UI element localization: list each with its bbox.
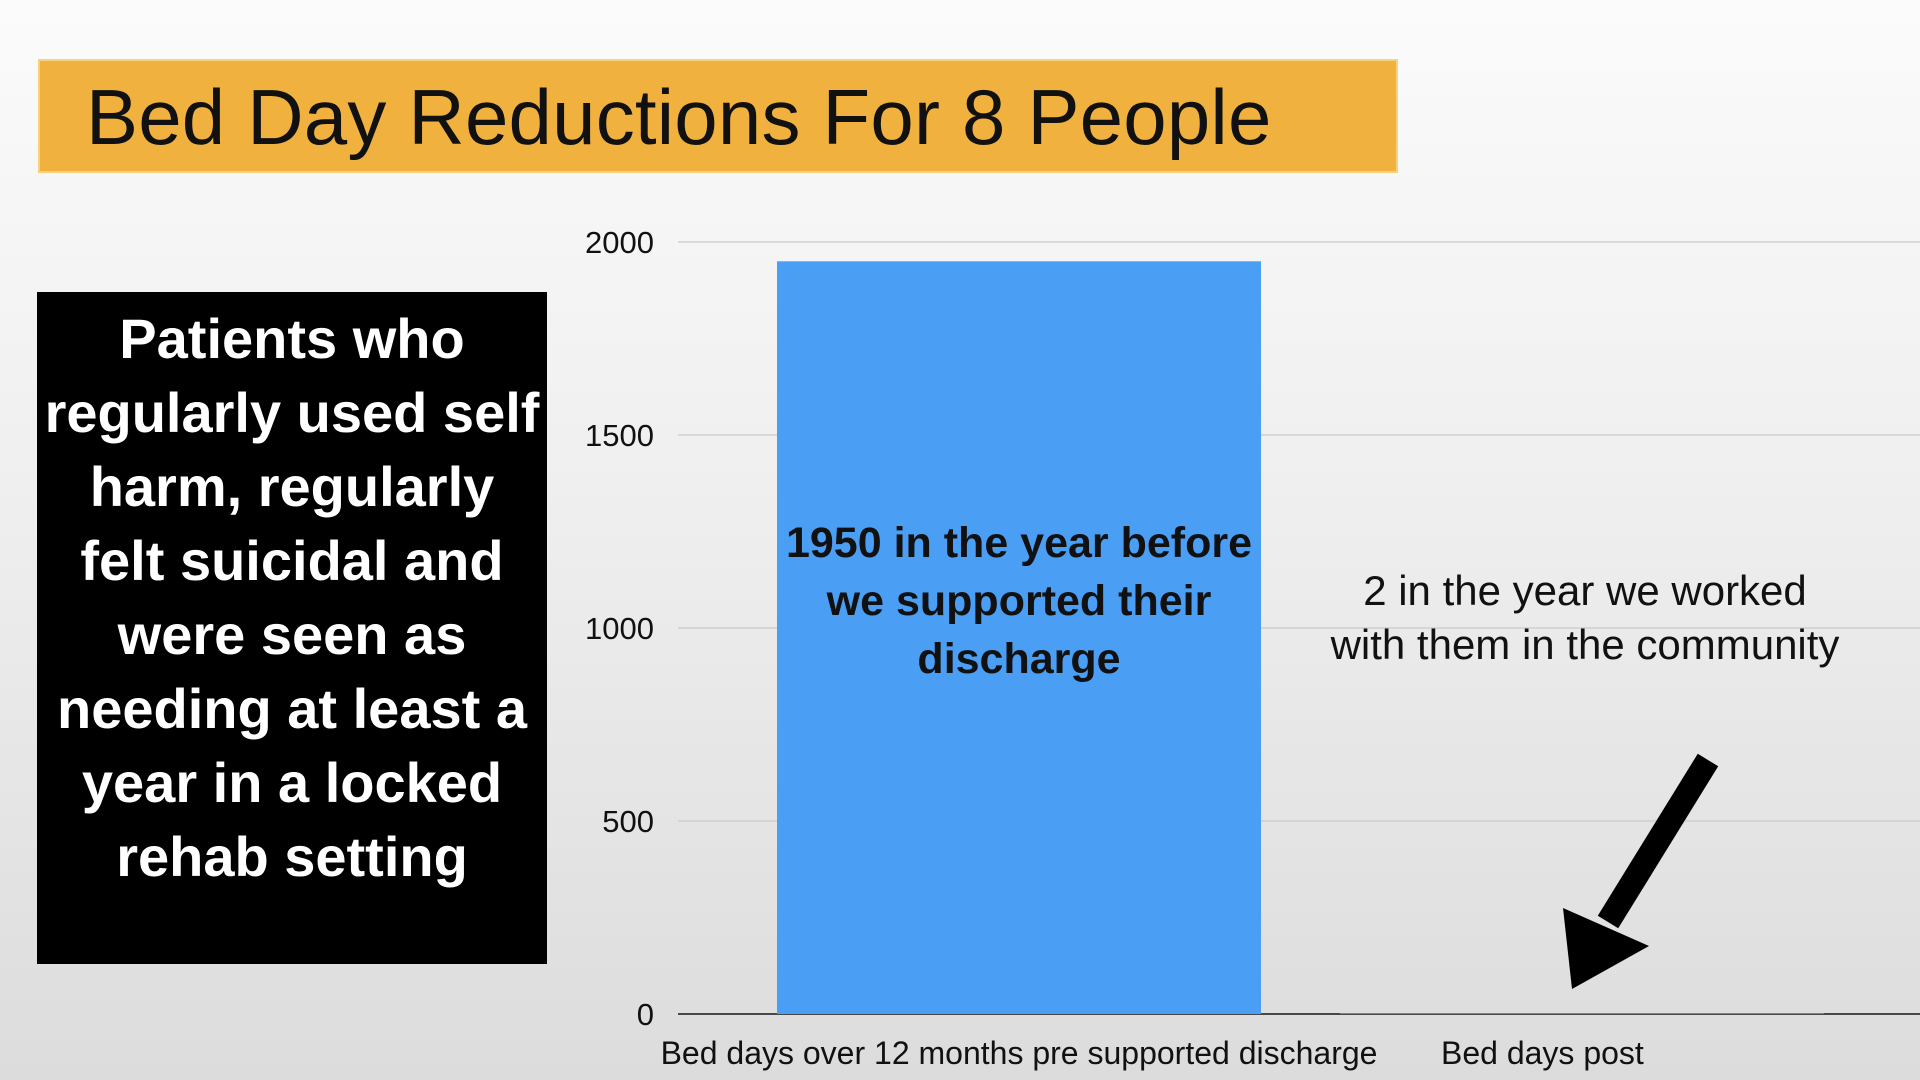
- x-category-label: Bed days post: [1441, 1035, 1644, 1071]
- arrow-shaft: [1597, 753, 1719, 929]
- slide-title: Bed Day Reductions For 8 People: [86, 73, 1272, 161]
- y-tick-label: 1000: [585, 611, 654, 646]
- y-tick-label: 1500: [585, 418, 654, 453]
- bar-0: [777, 261, 1261, 1014]
- bar-annotation: 1950 in the year before we supported the…: [785, 519, 1253, 683]
- callout-text: Patients who regularly used self harm, r…: [44, 307, 540, 888]
- arrow-down-left-icon: [1563, 753, 1719, 989]
- y-tick-label: 2000: [585, 225, 654, 260]
- title-banner: Bed Day Reductions For 8 People: [38, 59, 1398, 173]
- bar-1: [1340, 1013, 1824, 1014]
- y-tick-label: 0: [637, 997, 654, 1032]
- callout-box: Patients who regularly used self harm, r…: [37, 292, 547, 964]
- x-category-label: Bed days over 12 months pre supported di…: [661, 1035, 1378, 1071]
- post-annotation: 2 in the year we worked with them in the…: [1330, 567, 1840, 668]
- arrow-head: [1563, 908, 1649, 989]
- y-tick-label: 500: [602, 804, 654, 839]
